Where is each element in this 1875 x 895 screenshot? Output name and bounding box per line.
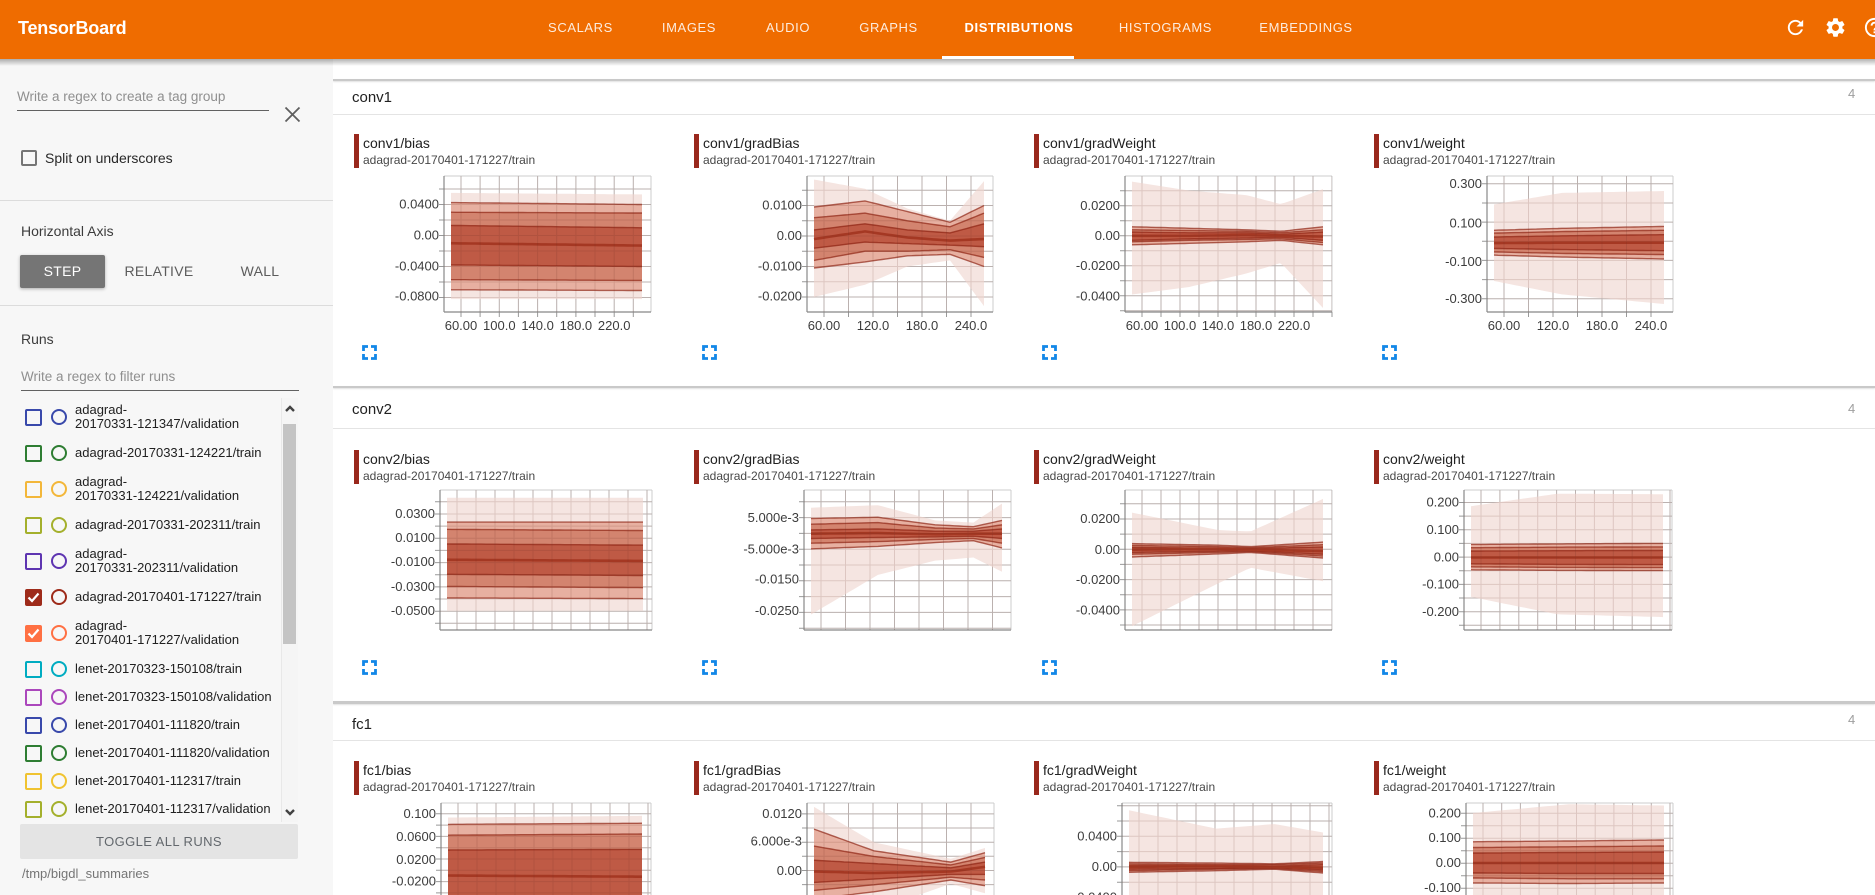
svg-text:-0.100: -0.100 xyxy=(1445,254,1482,269)
svg-text:180.0: 180.0 xyxy=(1586,318,1619,333)
svg-text:0.00: 0.00 xyxy=(777,863,802,878)
svg-text:0.00: 0.00 xyxy=(1095,542,1120,557)
svg-text:-0.0200: -0.0200 xyxy=(758,289,802,304)
svg-text:0.0600: 0.0600 xyxy=(396,829,436,844)
svg-text:100.0: 100.0 xyxy=(1164,318,1197,333)
svg-text:0.0400: 0.0400 xyxy=(1077,829,1117,844)
svg-text:5.000e-3: 5.000e-3 xyxy=(748,510,799,525)
svg-text:0.00: 0.00 xyxy=(1436,855,1461,870)
svg-text:-0.200: -0.200 xyxy=(1422,604,1459,619)
svg-text:0.200: 0.200 xyxy=(1426,495,1459,510)
svg-text:60.00: 60.00 xyxy=(445,318,478,333)
svg-text:0.00: 0.00 xyxy=(1434,549,1459,564)
svg-text:-0.0100: -0.0100 xyxy=(391,554,435,569)
svg-text:120.0: 120.0 xyxy=(857,318,890,333)
svg-text:-0.0200: -0.0200 xyxy=(392,874,436,889)
svg-text:0.0400: 0.0400 xyxy=(399,197,439,212)
svg-text:-0.0500: -0.0500 xyxy=(391,603,435,618)
svg-text:-0.0200: -0.0200 xyxy=(1076,258,1120,273)
svg-text:0.100: 0.100 xyxy=(1428,830,1461,845)
svg-text:120.0: 120.0 xyxy=(1537,318,1570,333)
svg-text:-0.0400: -0.0400 xyxy=(395,259,439,274)
svg-text:-0.0250: -0.0250 xyxy=(755,603,799,618)
svg-text:0.0200: 0.0200 xyxy=(1080,511,1120,526)
svg-text:0.100: 0.100 xyxy=(403,806,436,821)
svg-text:-0.100: -0.100 xyxy=(1424,880,1461,895)
svg-text:-0.300: -0.300 xyxy=(1445,291,1482,306)
svg-text:180.0: 180.0 xyxy=(560,318,593,333)
svg-text:0.0200: 0.0200 xyxy=(396,852,436,867)
svg-text:0.00: 0.00 xyxy=(1092,859,1117,874)
svg-text:-0.100: -0.100 xyxy=(1422,577,1459,592)
svg-text:220.0: 220.0 xyxy=(1278,318,1311,333)
svg-text:-0.0200: -0.0200 xyxy=(1076,572,1120,587)
svg-text:220.0: 220.0 xyxy=(598,318,631,333)
svg-text:60.00: 60.00 xyxy=(808,318,841,333)
svg-text:6.000e-3: 6.000e-3 xyxy=(751,834,802,849)
svg-text:100.0: 100.0 xyxy=(483,318,516,333)
svg-text:140.0: 140.0 xyxy=(1202,318,1235,333)
svg-text:0.100: 0.100 xyxy=(1449,216,1482,231)
svg-text:0.100: 0.100 xyxy=(1426,522,1459,537)
svg-text:240.0: 240.0 xyxy=(955,318,988,333)
svg-text:0.0120: 0.0120 xyxy=(762,806,802,821)
svg-text:-0.0100: -0.0100 xyxy=(758,259,802,274)
svg-text:0.00: 0.00 xyxy=(1095,228,1120,243)
svg-text:140.0: 140.0 xyxy=(521,318,554,333)
svg-text:180.0: 180.0 xyxy=(906,318,939,333)
svg-text:-5.000e-3: -5.000e-3 xyxy=(743,542,799,557)
svg-text:0.00: 0.00 xyxy=(777,228,802,243)
svg-text:-0.0150: -0.0150 xyxy=(755,571,799,586)
svg-text:0.00: 0.00 xyxy=(414,228,439,243)
svg-text:0.0100: 0.0100 xyxy=(395,530,435,545)
svg-text:240.0: 240.0 xyxy=(1635,318,1668,333)
svg-text:-0.0400: -0.0400 xyxy=(1076,602,1120,617)
svg-text:0.0200: 0.0200 xyxy=(1080,198,1120,213)
svg-text:-0.0300: -0.0300 xyxy=(391,579,435,594)
svg-text:-0.0400: -0.0400 xyxy=(1076,288,1120,303)
svg-text:180.0: 180.0 xyxy=(1240,318,1273,333)
svg-text:0.0300: 0.0300 xyxy=(395,506,435,521)
svg-text:60.00: 60.00 xyxy=(1488,318,1521,333)
svg-text:-0.0800: -0.0800 xyxy=(395,289,439,304)
svg-text:60.00: 60.00 xyxy=(1126,318,1159,333)
svg-text:0.200: 0.200 xyxy=(1428,806,1461,821)
svg-text:-0.0400: -0.0400 xyxy=(1073,890,1117,895)
svg-text:0.300: 0.300 xyxy=(1449,176,1482,191)
svg-text:0.0100: 0.0100 xyxy=(762,198,802,213)
